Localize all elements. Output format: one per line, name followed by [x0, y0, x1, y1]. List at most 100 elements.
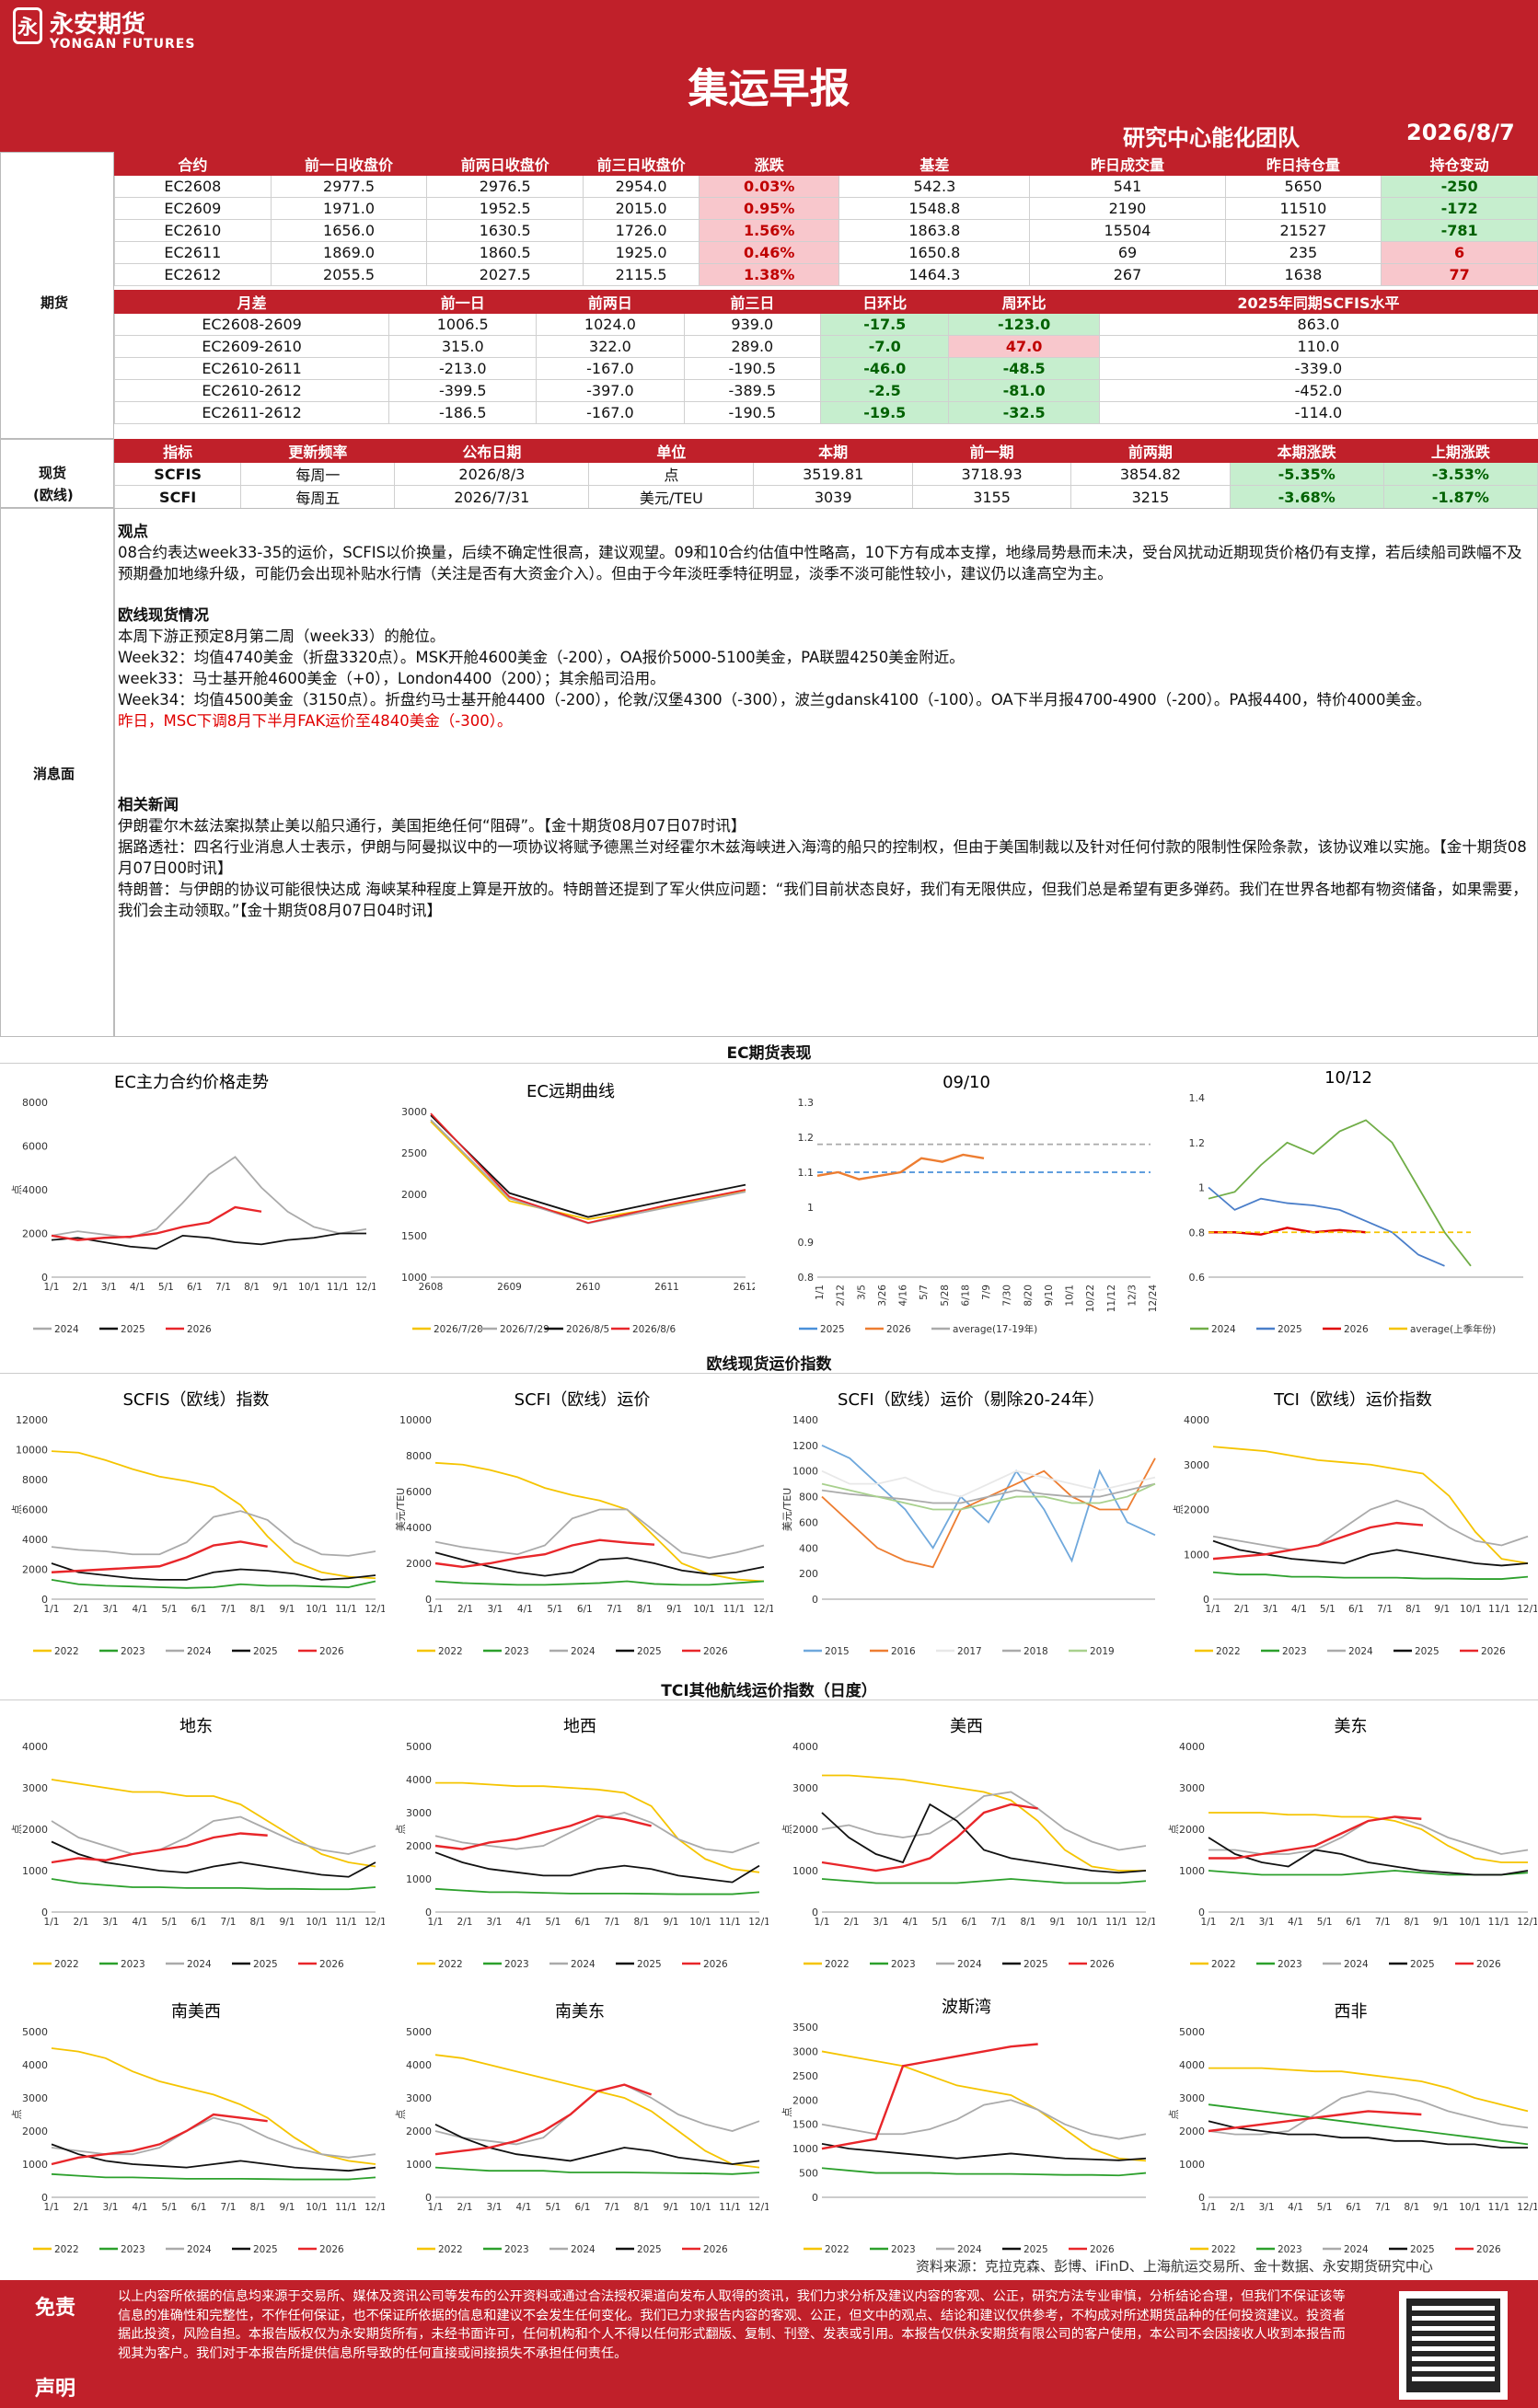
table-header-cell: 公布日期: [394, 439, 590, 463]
y-axis-label: 点: [1173, 1504, 1185, 1515]
report-title: 集运早报: [688, 65, 850, 112]
chart-title: 南美西: [171, 2002, 221, 2022]
y-tick-label: 2000: [1184, 1504, 1209, 1516]
table-header-cell: 涨跌: [699, 152, 840, 176]
series-line: [434, 1508, 765, 1560]
spot-line: Week34：均值4500美金（3150点）。折盘约马士基开舱4400（-200…: [118, 691, 1432, 709]
x-tick-label: 4/1: [133, 1917, 148, 1928]
x-tick-label: 7/1: [605, 2202, 620, 2213]
chart-title: 地东: [179, 1717, 213, 1736]
table-cell: 2027.5: [426, 263, 584, 286]
x-tick-label: 7/9: [981, 1285, 992, 1300]
x-tick-label: 7/1: [605, 1917, 620, 1928]
table-header-cell: 前一期: [911, 439, 1072, 463]
x-tick-label: 11/1: [1488, 1604, 1510, 1615]
x-tick-label: 11/1: [1488, 1917, 1510, 1928]
chart-title: SCFI（欧线）运价（剔除20-24年）: [838, 1390, 1104, 1410]
series-line: [51, 2113, 268, 2166]
legend-label: 2023: [121, 1959, 145, 1970]
x-tick-label: 7/1: [221, 1917, 237, 1928]
x-tick-label: 7/1: [1375, 1917, 1391, 1928]
table-cell: -250: [1381, 175, 1538, 198]
team-name: 研究中心能化团队: [1123, 125, 1300, 151]
x-tick-label: 3/1: [1263, 1604, 1278, 1615]
x-tick-label: 8/1: [250, 1917, 266, 1928]
series-line: [51, 1232, 366, 1250]
table-cell: 美元/TEU: [588, 485, 755, 509]
x-tick-label: 10/1: [1459, 2202, 1481, 2213]
legend-label: 2025: [637, 1959, 662, 1970]
table-cell: 1925.0: [583, 241, 700, 264]
legend-label: 2026/8/5: [566, 1324, 609, 1335]
y-tick-label: 2500: [401, 1147, 427, 1159]
series-line: [1208, 2103, 1529, 2146]
view-paragraph: 08合约表达week33-35的运价，SCFIS以价换量，后续不确定性很高，建议…: [118, 544, 1522, 582]
x-tick-label: 10/1: [1076, 1917, 1098, 1928]
ec-curve-chart: EC远期曲线 1000 1500 2000 2500 3000 2608 2609 2610 26…: [401, 1082, 755, 1335]
table-cell: -186.5: [388, 401, 538, 424]
x-tick-label: 9/1: [666, 1604, 682, 1615]
x-tick-label: 6/1: [191, 2202, 207, 2213]
x-tick-label: 11/1: [719, 1917, 741, 1928]
y-tick-label: 1.1: [798, 1167, 815, 1179]
news-section-label: 消息面: [33, 766, 75, 782]
table-cell: 267: [1029, 263, 1226, 286]
table-cell: 2976.5: [426, 175, 584, 198]
table-cell: -5.35%: [1229, 462, 1384, 486]
x-tick-label: 2/1: [457, 1917, 473, 1928]
x-tick-label: 7/1: [221, 2202, 237, 2213]
chart-title: 西非: [1335, 2002, 1368, 2022]
table-cell: 1726.0: [583, 219, 700, 242]
header-banner: 永 永安期货 YONGAN FUTURES 集运早报 研究中心能化团队 2026…: [0, 0, 1538, 152]
chart-title: 南美东: [555, 2002, 605, 2022]
table-header-cell: 持仓变动: [1381, 152, 1538, 176]
x-tick-label: 1/1: [428, 1604, 444, 1615]
x-tick-label: 12/1: [1135, 1917, 1155, 1928]
table-cell: 2977.5: [270, 175, 428, 198]
news-line: 特朗普：与伊朗的协议可能很快达成 海峡某种程度上算是开放的。特朗普还提到了军火供…: [118, 881, 1528, 919]
x-tick-label: 7/1: [607, 1604, 622, 1615]
x-tick-label: 10/1: [689, 1917, 711, 1928]
x-tick-label: 7/1: [215, 1282, 231, 1293]
x-tick-label: 11/1: [335, 1917, 357, 1928]
y-tick-label: 6000: [22, 1504, 48, 1516]
y-tick-label: 10000: [399, 1414, 432, 1426]
table-cell: 1860.5: [426, 241, 584, 264]
x-tick-label: 12/24: [1148, 1285, 1159, 1313]
x-tick-label: 4/1: [130, 1282, 145, 1293]
y-tick-label: 1.4: [1189, 1092, 1206, 1104]
x-tick-label: 5/28: [940, 1285, 951, 1307]
series-line: [1208, 1837, 1529, 1876]
table-row: EC2610-2612 -399.5 -397.0 -389.5 -2.5 -81.0 -4…: [113, 379, 1538, 402]
legend-label: 2026: [886, 1324, 911, 1335]
series-line: [1208, 1227, 1367, 1236]
y-tick-label: 8000: [406, 1450, 432, 1462]
table-cell: 6: [1381, 241, 1538, 264]
table-cell: 0.95%: [699, 197, 840, 220]
x-tick-label: 8/1: [1021, 1917, 1036, 1928]
x-tick-label: 9/1: [1433, 1917, 1449, 1928]
view-heading: 观点: [118, 523, 148, 540]
series-line: [51, 1540, 268, 1573]
table-cell: 1.56%: [699, 219, 840, 242]
y-axis-label: 点: [781, 2107, 793, 2117]
series-line: [51, 2172, 376, 2181]
table-cell: -17.5: [820, 313, 950, 336]
y-tick-label: 3000: [1179, 2092, 1205, 2104]
series-line: [51, 2116, 376, 2159]
series-line: [434, 1538, 655, 1569]
y-tick-label: 5000: [406, 1741, 432, 1753]
y-tick-label: 1: [807, 1202, 814, 1214]
x-tick-label: 7/1: [1377, 1604, 1393, 1615]
x-tick-label: 4/1: [516, 1917, 532, 1928]
legend-label: 2025: [1410, 2244, 1435, 2255]
table-cell: 1630.5: [426, 219, 584, 242]
y-tick-label: 0: [41, 1907, 48, 1918]
x-tick-label: 2/1: [844, 1917, 860, 1928]
x-tick-label: 5/7: [919, 1285, 930, 1300]
y-tick-label: 2000: [792, 1824, 818, 1836]
y-tick-label: 400: [799, 1542, 818, 1554]
table-cell: EC2610-2612: [113, 379, 390, 402]
legend-label: 2024: [1211, 1324, 1236, 1335]
y-axis-label: 美元/TEU: [395, 1488, 407, 1531]
